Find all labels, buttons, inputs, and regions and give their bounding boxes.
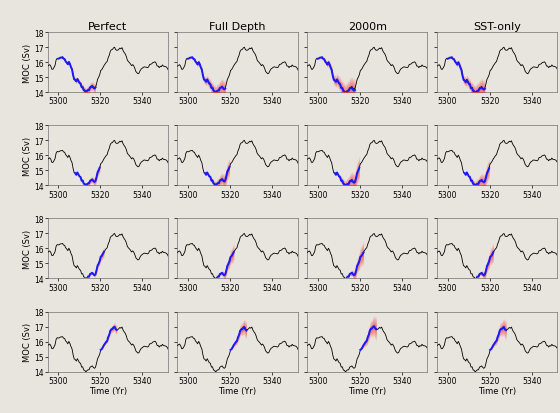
Y-axis label: MOC (Sv): MOC (Sv) xyxy=(24,136,32,176)
Title: Full Depth: Full Depth xyxy=(209,22,266,32)
X-axis label: Time (Yr): Time (Yr) xyxy=(88,386,127,395)
Y-axis label: MOC (Sv): MOC (Sv) xyxy=(24,322,32,361)
Y-axis label: MOC (Sv): MOC (Sv) xyxy=(24,229,32,268)
X-axis label: Time (Yr): Time (Yr) xyxy=(478,386,516,395)
X-axis label: Time (Yr): Time (Yr) xyxy=(348,386,386,395)
Y-axis label: MOC (Sv): MOC (Sv) xyxy=(24,43,32,83)
Title: 2000m: 2000m xyxy=(348,22,387,32)
Title: SST-only: SST-only xyxy=(473,22,521,32)
Title: Perfect: Perfect xyxy=(88,22,127,32)
X-axis label: Time (Yr): Time (Yr) xyxy=(218,386,256,395)
